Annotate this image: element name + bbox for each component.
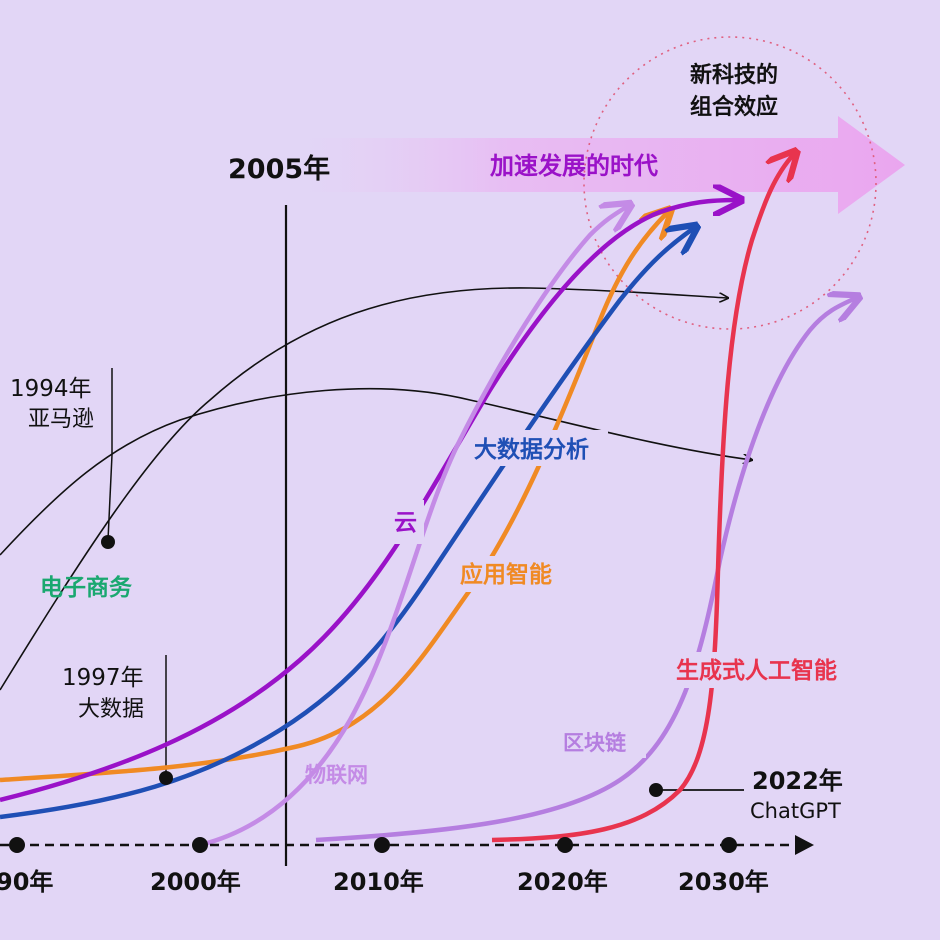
axis-tick-1990: 90年 (0, 868, 53, 896)
amazon-name-label: 亚马逊 (28, 407, 94, 432)
applied-ai-label-gap (456, 556, 566, 592)
axis-tick-2030: 2030年 (678, 868, 769, 896)
axis-dot-1990 (9, 837, 25, 853)
axis-dot-2010 (374, 837, 390, 853)
applied-ai-label: 应用智能 (460, 561, 552, 588)
chatgpt-name-label: ChatGPT (750, 799, 841, 823)
combo-effect-line1: 新科技的 (690, 62, 778, 88)
iot-label: 物联网 (305, 763, 368, 787)
genai-label-gap (672, 652, 864, 688)
bigdata-1997-dot (159, 771, 173, 785)
ecommerce-label: 电子商务 (40, 574, 133, 601)
bigdata-analysis-curve (0, 228, 694, 820)
bigdata-year-label: 1997年 (62, 665, 144, 691)
cloud-curve (0, 200, 738, 803)
iot-curve (199, 206, 628, 848)
ecommerce-curve-lower (0, 387, 752, 556)
axis-tick-2020: 2020年 (517, 868, 608, 896)
bigdata-label-gap (470, 430, 608, 466)
combination-effect-circle (583, 36, 877, 330)
applied-ai-curve (0, 212, 668, 783)
chatgpt-year-label: 2022年 (752, 767, 843, 795)
genai-curve (491, 154, 794, 843)
combo-effect-line2: 组合效应 (690, 94, 778, 120)
axis-tick-2000: 2000年 (150, 868, 241, 896)
acceleration-band-arrow (300, 116, 905, 214)
cloud-label: 云 (394, 510, 417, 536)
ecommerce-curve-upper (0, 287, 728, 691)
amazon-callout-diag (107, 454, 113, 541)
axis-dot-2020 (557, 837, 573, 853)
axis-dot-2030 (721, 837, 737, 853)
amazon-year-label: 1994年 (10, 376, 92, 402)
blockchain-label-gap (560, 726, 646, 758)
bigdata-analysis-label: 大数据分析 (474, 437, 589, 463)
cloud-label-gap (390, 500, 424, 544)
blockchain-label: 区块链 (563, 731, 627, 755)
axis-tick-2010: 2010年 (333, 868, 424, 896)
blockchain-curve (315, 298, 856, 843)
axis-dot-2000 (192, 837, 208, 853)
acceleration-era-title: 加速发展的时代 (490, 152, 658, 180)
genai-label: 生成式人工智能 (676, 657, 837, 684)
amazon-dot (101, 535, 115, 549)
chatgpt-2022-dot (649, 783, 663, 797)
timeline-arrowhead (795, 835, 814, 855)
bigdata-name-label: 大数据 (78, 697, 144, 722)
year-2005-label: 2005年 (228, 153, 330, 185)
